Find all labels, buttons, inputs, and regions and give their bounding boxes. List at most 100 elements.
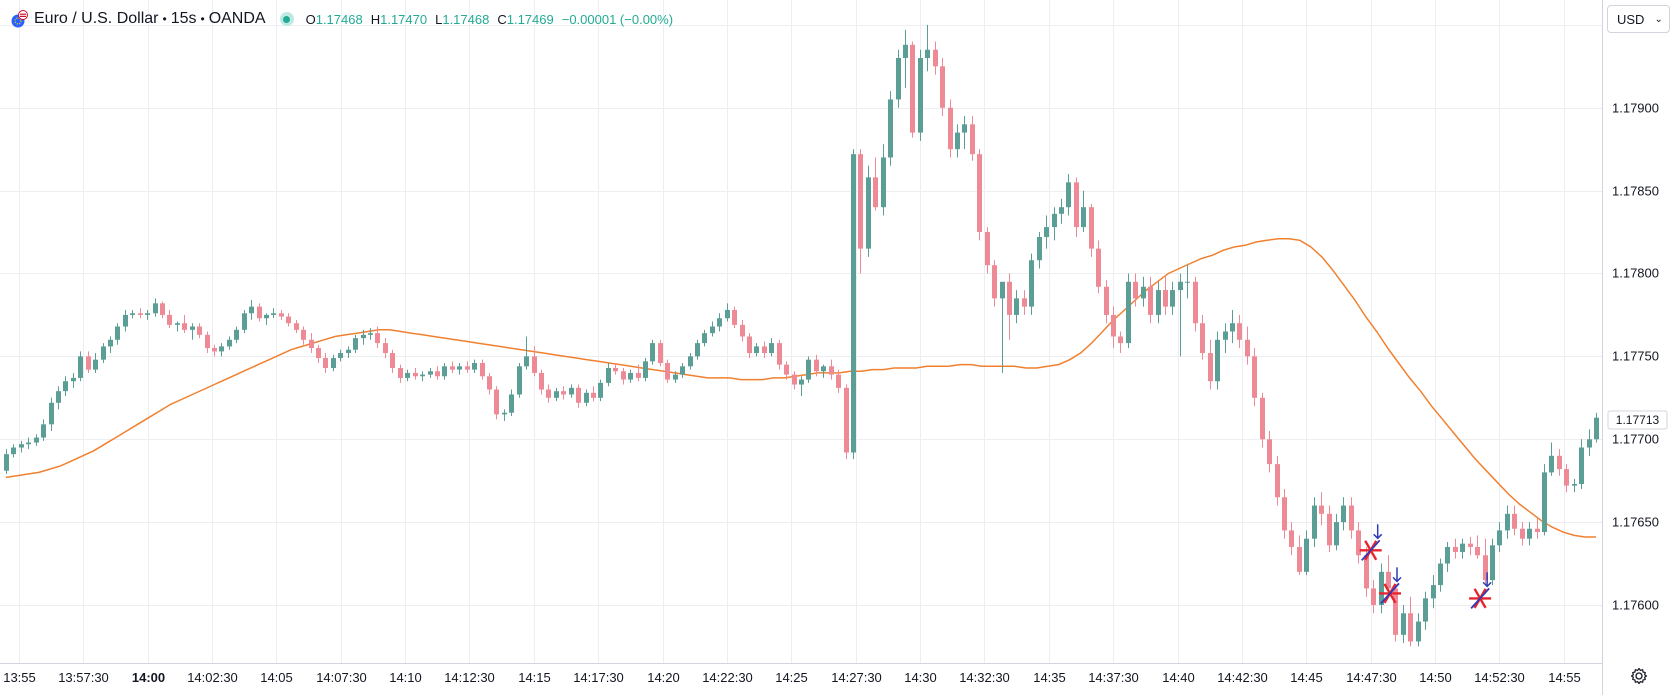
candle-body xyxy=(108,339,113,347)
candle xyxy=(390,349,395,373)
candle-body xyxy=(1170,290,1175,307)
interval-label[interactable]: 15s xyxy=(170,10,197,27)
candle-body xyxy=(1066,182,1071,208)
candle xyxy=(234,326,239,344)
time-tick-label: 14:35 xyxy=(1033,670,1066,685)
candle-body xyxy=(450,366,455,370)
candle xyxy=(1371,580,1376,614)
candle xyxy=(710,321,715,337)
time-tick-label: 14:55 xyxy=(1548,670,1581,685)
candle xyxy=(1379,563,1384,614)
candle-body xyxy=(160,303,165,315)
signal-marker[interactable] xyxy=(1359,524,1383,561)
candle-body xyxy=(688,356,693,367)
candle-body xyxy=(11,447,16,455)
candle xyxy=(792,371,797,390)
candle xyxy=(1453,538,1458,559)
candle xyxy=(1133,273,1138,307)
candle xyxy=(1468,537,1473,556)
candle-body xyxy=(1579,447,1584,484)
candle-body xyxy=(487,376,492,390)
candle xyxy=(1029,253,1034,315)
signal-marker[interactable] xyxy=(1379,567,1402,604)
candle xyxy=(1215,331,1220,390)
close-value: C1.17469 xyxy=(497,11,554,27)
candle-body xyxy=(1438,563,1443,586)
moving-average-layer xyxy=(5,237,1596,538)
candle-body xyxy=(390,353,395,368)
candle xyxy=(1208,339,1213,390)
currency-button[interactable]: USD ⌄ xyxy=(1607,5,1670,33)
candle-body xyxy=(896,58,901,100)
candle xyxy=(1416,613,1421,647)
candle xyxy=(747,333,752,359)
candle xyxy=(1304,530,1309,576)
legend-separator: • xyxy=(200,12,205,26)
signal-marker[interactable] xyxy=(1469,572,1492,609)
candle-body xyxy=(1505,513,1510,531)
candle xyxy=(190,323,195,340)
candle-body xyxy=(1059,207,1064,214)
exchange-label[interactable]: OANDA xyxy=(208,10,266,27)
candle xyxy=(643,358,648,382)
candle-body xyxy=(658,343,663,363)
candle-body xyxy=(190,326,195,330)
candle-body xyxy=(1022,298,1027,307)
settings-button[interactable] xyxy=(1628,665,1650,687)
candle-body xyxy=(175,323,180,325)
candle xyxy=(1193,276,1198,332)
candle-body xyxy=(234,329,239,340)
candle-body xyxy=(375,333,380,344)
time-tick-label: 14:17:30 xyxy=(573,670,624,685)
candle xyxy=(888,91,893,166)
price-tick-label: 1.17850 xyxy=(1612,184,1659,199)
candle xyxy=(1297,535,1302,576)
candle xyxy=(606,362,611,387)
candle xyxy=(1118,331,1123,354)
candle-body xyxy=(49,402,54,425)
candle-body xyxy=(78,356,83,378)
candle-body xyxy=(1371,588,1376,605)
candle-body xyxy=(1208,353,1213,382)
candle-body xyxy=(747,336,752,354)
candle xyxy=(1445,542,1450,572)
candle xyxy=(1564,464,1569,493)
candle-body xyxy=(962,124,967,133)
candle xyxy=(569,384,574,398)
time-tick-label: 13:55 xyxy=(3,670,36,685)
candle xyxy=(11,444,16,458)
market-status-icon[interactable] xyxy=(279,12,294,26)
candle xyxy=(249,300,254,320)
candle-body xyxy=(1193,281,1198,324)
candle xyxy=(138,308,143,319)
candle xyxy=(316,344,321,363)
price-tick-label: 1.17750 xyxy=(1612,349,1659,364)
candle xyxy=(1267,430,1272,473)
time-axis[interactable]: 13:55 13:57:30 14:00 14:02:30 14:05 14:07:30 1… xyxy=(3,670,1581,685)
candle xyxy=(1483,538,1488,586)
candle-body xyxy=(257,306,262,319)
candle xyxy=(517,362,522,398)
price-tick-label: 1.17900 xyxy=(1612,101,1659,116)
candle xyxy=(532,346,537,377)
candle-body xyxy=(1423,598,1428,622)
candle-body xyxy=(383,343,388,354)
candle xyxy=(896,49,901,108)
candle xyxy=(985,227,990,274)
candle xyxy=(1156,281,1161,324)
candle-body xyxy=(115,326,120,340)
candle xyxy=(487,372,492,395)
candle-body xyxy=(665,362,670,380)
candle xyxy=(1170,281,1175,315)
candle xyxy=(1178,273,1183,357)
price-axis[interactable]: 1.179501.179001.178501.178001.177501.177… xyxy=(1612,18,1659,613)
candle-body xyxy=(442,366,447,377)
candle xyxy=(977,149,982,241)
candle xyxy=(1334,513,1339,551)
candle xyxy=(383,338,388,359)
symbol-name[interactable]: Euro / U.S. Dollar xyxy=(34,10,159,27)
candle-body xyxy=(405,372,410,378)
candle-body xyxy=(502,412,507,415)
candle-body xyxy=(948,107,953,150)
